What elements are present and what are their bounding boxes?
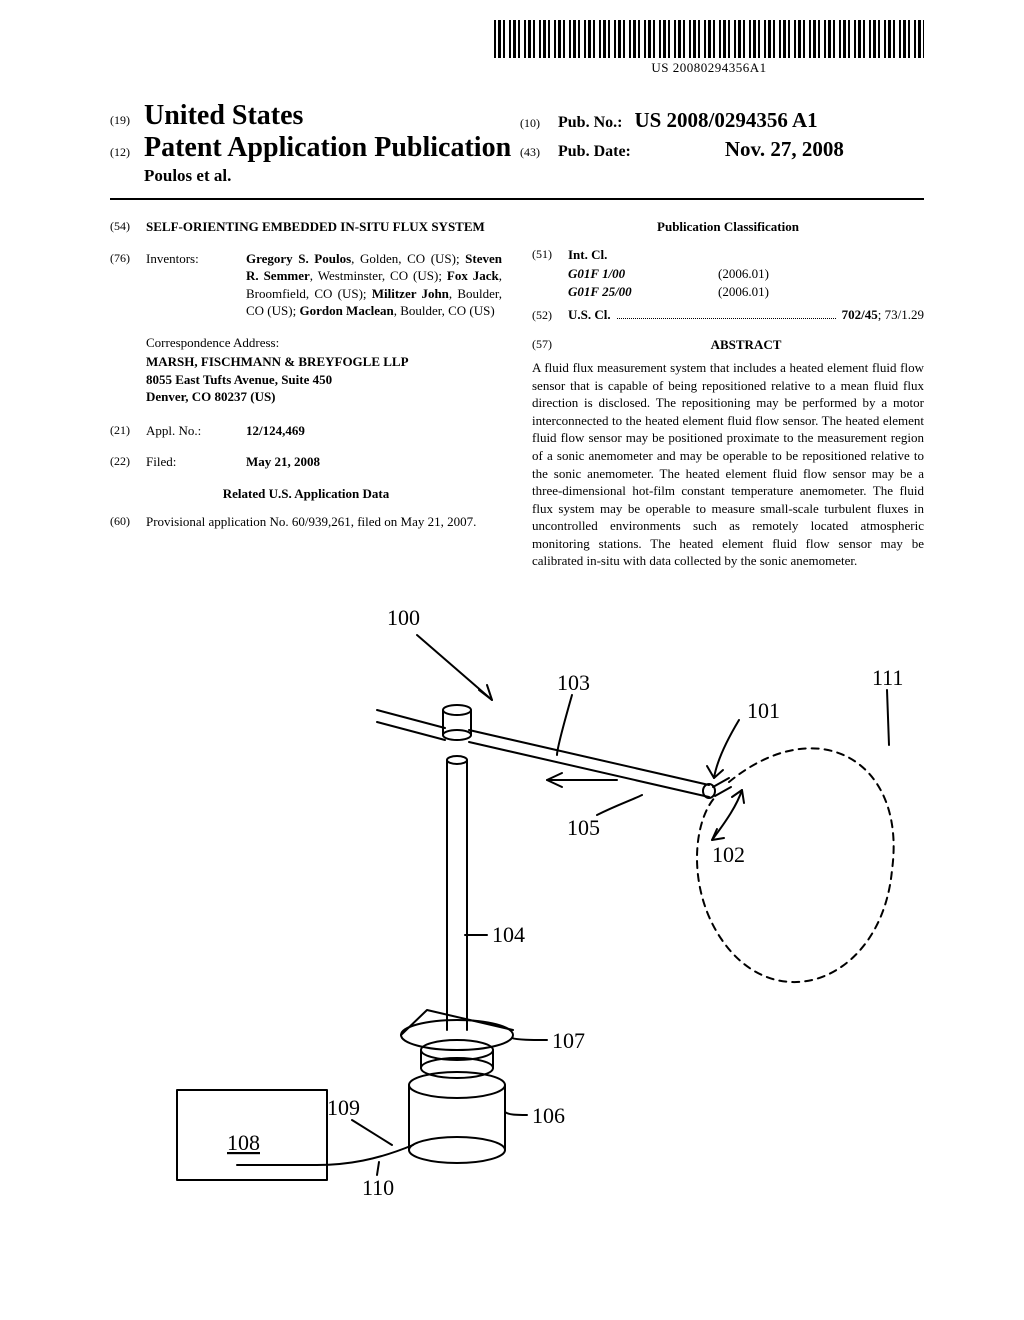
intcl-entry-code: G01F 25/00 xyxy=(568,283,718,301)
inventor-loc: , Westminster, CO (US); xyxy=(310,268,447,283)
appl-value: 12/124,469 xyxy=(246,423,305,438)
corr-line: 8055 East Tufts Avenue, Suite 450 xyxy=(146,371,502,389)
provisional-field: (60) Provisional application No. 60/939,… xyxy=(110,513,502,531)
authors-line: Poulos et al. xyxy=(144,166,924,186)
intcl-entry-date: (2006.01) xyxy=(718,265,769,283)
doctype-code: (12) xyxy=(110,145,138,160)
figure-region: 100 103 101 111 102 105 104 107 106 108 … xyxy=(110,590,924,1200)
country: United States xyxy=(144,100,303,132)
barcode-text: US 20080294356A1 xyxy=(494,60,924,76)
barcode-region: US 20080294356A1 xyxy=(494,20,924,76)
intcl-entry-date: (2006.01) xyxy=(718,283,769,301)
abstract-text: A fluid flux measurement system that inc… xyxy=(532,359,924,570)
title-field: (54) SELF-ORIENTING EMBEDDED IN-SITU FLU… xyxy=(110,218,502,236)
related-heading: Related U.S. Application Data xyxy=(110,485,502,503)
right-column: Publication Classification (51) Int. Cl.… xyxy=(532,218,924,570)
uscl-code: (52) xyxy=(532,307,568,323)
header-rule xyxy=(110,198,924,200)
inventor-name: Fox Jack xyxy=(447,268,499,283)
right-header: (10) Pub. No.: US 2008/0294356 A1 (43) P… xyxy=(520,108,844,162)
filed-label: Filed: xyxy=(146,453,246,471)
left-column: (54) SELF-ORIENTING EMBEDDED IN-SITU FLU… xyxy=(110,218,502,570)
fig-label-104: 104 xyxy=(492,922,525,947)
inventor-loc: , Golden, CO (US); xyxy=(351,251,465,266)
fig-label-110: 110 xyxy=(362,1175,394,1200)
intcl-code: (51) xyxy=(532,246,568,264)
fig-label-102: 102 xyxy=(712,842,745,867)
intcl-entry-code: G01F 1/00 xyxy=(568,265,718,283)
title-code: (54) xyxy=(110,218,146,236)
columns: (54) SELF-ORIENTING EMBEDDED IN-SITU FLU… xyxy=(110,218,924,570)
uscl-label: U.S. Cl. xyxy=(568,306,611,324)
inventor-loc: , Boulder, CO (US) xyxy=(394,303,495,318)
fig-label-100: 100 xyxy=(387,605,420,630)
inventor-name: Gregory S. Poulos xyxy=(246,251,351,266)
correspondence: Correspondence Address: MARSH, FISCHMANN… xyxy=(146,334,502,406)
fig-label-103: 103 xyxy=(557,670,590,695)
country-code: (19) xyxy=(110,113,138,128)
appl-label: Appl. No.: xyxy=(146,422,246,440)
intcl-row: (51) Int. Cl. xyxy=(532,246,924,264)
inventors-code: (76) xyxy=(110,250,146,320)
appl-code: (21) xyxy=(110,422,146,440)
title-text: SELF-ORIENTING EMBEDDED IN-SITU FLUX SYS… xyxy=(146,218,502,236)
uscl-dots xyxy=(617,318,836,319)
provisional-code: (60) xyxy=(110,513,146,531)
inventors-label: Inventors: xyxy=(146,250,246,320)
intcl-label: Int. Cl. xyxy=(568,246,607,264)
filed-field: (22) Filed: May 21, 2008 xyxy=(110,453,502,471)
fig-label-111: 111 xyxy=(872,665,903,690)
fig-label-107: 107 xyxy=(552,1028,585,1053)
pubdate-value: Nov. 27, 2008 xyxy=(725,137,844,161)
corr-line: MARSH, FISCHMANN & BREYFOGLE LLP xyxy=(146,353,502,371)
inventors-body: Gregory S. Poulos, Golden, CO (US); Stev… xyxy=(246,250,502,320)
appl-field: (21) Appl. No.: 12/124,469 xyxy=(110,422,502,440)
abstract-row: (57) ABSTRACT xyxy=(532,336,924,360)
filed-value: May 21, 2008 xyxy=(246,454,320,469)
inventor-name: Gordon Maclean xyxy=(299,303,393,318)
filed-code: (22) xyxy=(110,453,146,471)
corr-heading: Correspondence Address: xyxy=(146,334,502,352)
intcl-entry: G01F 1/00 (2006.01) xyxy=(568,265,924,283)
fig-label-108: 108 xyxy=(227,1130,260,1155)
barcode xyxy=(494,20,924,58)
patent-figure: 100 103 101 111 102 105 104 107 106 108 … xyxy=(117,590,917,1200)
intcl-entry: G01F 25/00 (2006.01) xyxy=(568,283,924,301)
uscl-row: (52) U.S. Cl. 702/45; 73/1.29 xyxy=(532,306,924,324)
fig-label-105: 105 xyxy=(567,815,600,840)
corr-line: Denver, CO 80237 (US) xyxy=(146,388,502,406)
abstract-code: (57) xyxy=(532,336,568,360)
pubno-value: US 2008/0294356 A1 xyxy=(634,108,817,132)
provisional-text: Provisional application No. 60/939,261, … xyxy=(146,513,502,531)
pubdate-code: (43) xyxy=(520,145,548,160)
inventors-field: (76) Inventors: Gregory S. Poulos, Golde… xyxy=(110,250,502,320)
abstract-heading: ABSTRACT xyxy=(568,336,924,354)
fig-label-109: 109 xyxy=(327,1095,360,1120)
classification-heading: Publication Classification xyxy=(532,218,924,236)
pubno-code: (10) xyxy=(520,116,548,131)
doc-type: Patent Application Publication xyxy=(144,132,511,164)
fig-label-101: 101 xyxy=(747,698,780,723)
fig-label-106: 106 xyxy=(532,1103,565,1128)
pubdate-label: Pub. Date: xyxy=(558,143,631,160)
uscl-secondary: ; 73/1.29 xyxy=(878,307,924,322)
inventor-name: Militzer John xyxy=(372,286,449,301)
uscl-main: 702/45 xyxy=(842,307,878,322)
pubno-label: Pub. No.: xyxy=(558,114,622,131)
